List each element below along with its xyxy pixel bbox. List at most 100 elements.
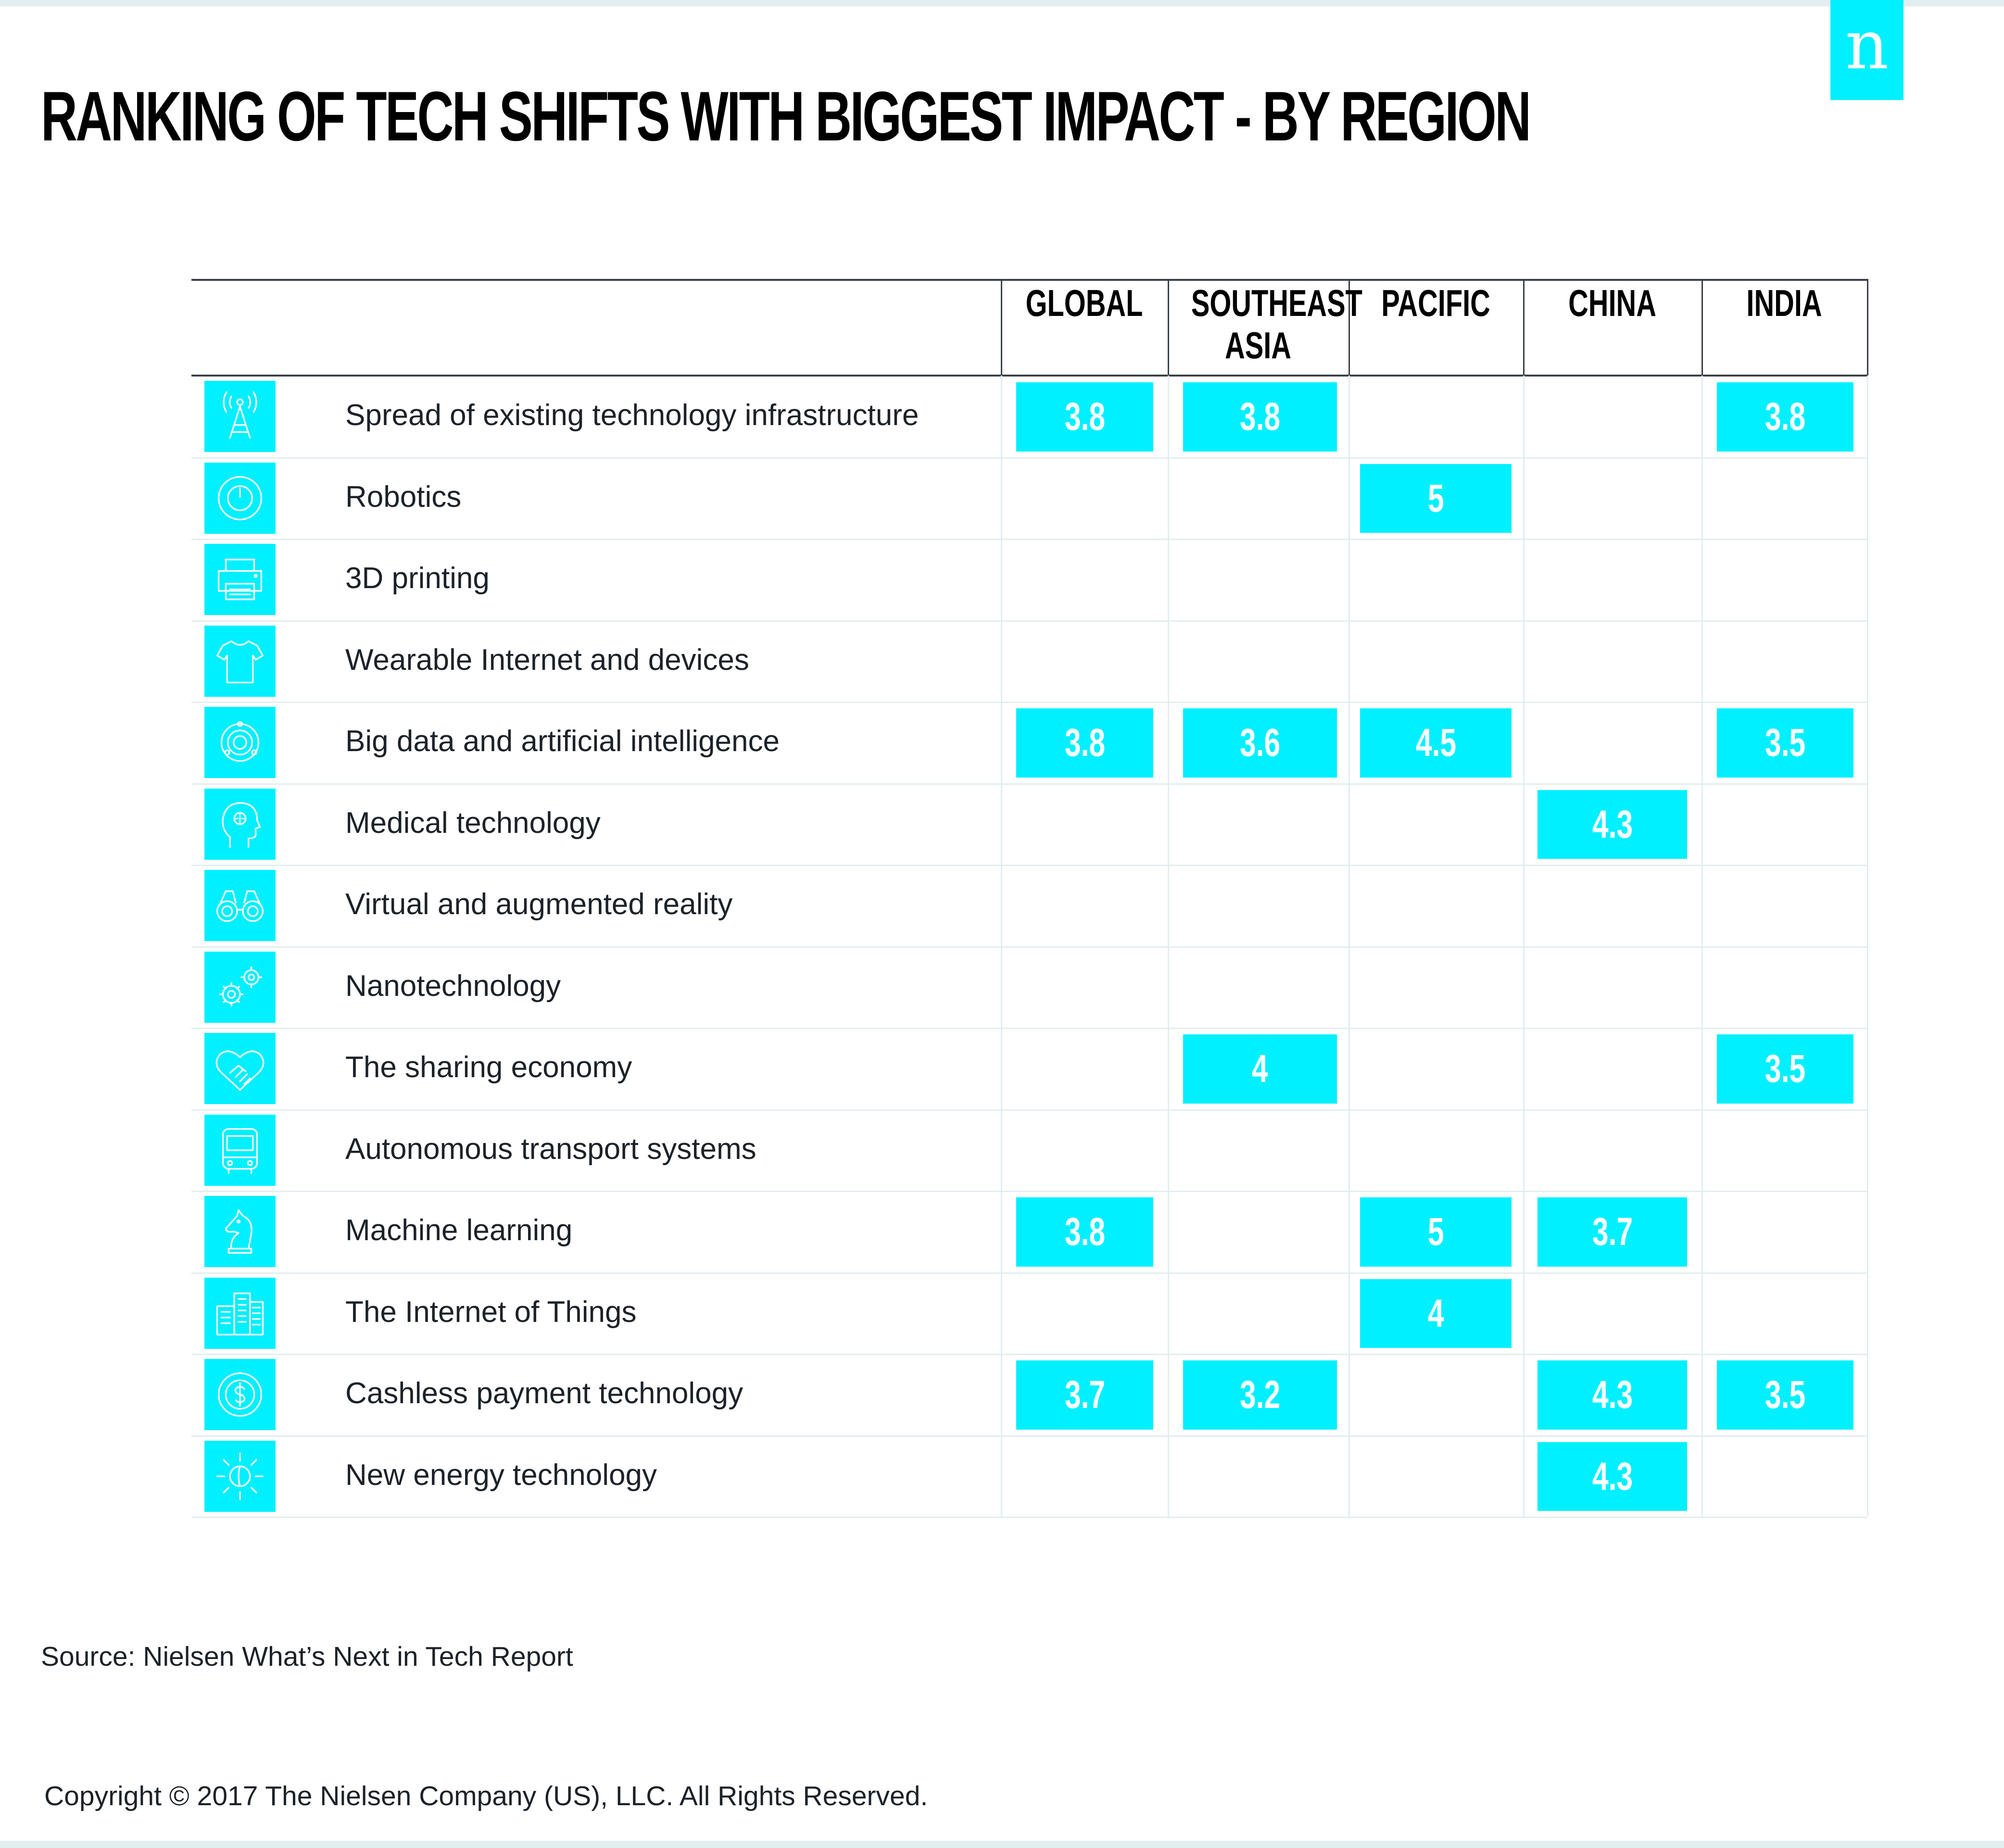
- column-header: PACIFIC: [1381, 282, 1490, 324]
- column-divider: [1349, 376, 1350, 1517]
- score-cell: 3.8: [1717, 382, 1853, 452]
- gears-icon: [204, 951, 276, 1023]
- score-cell: 3.2: [1183, 1360, 1337, 1430]
- power-button-icon: [204, 462, 276, 534]
- row-label: Autonomous transport systems: [345, 1132, 756, 1166]
- row-divider: [191, 1354, 1867, 1355]
- table-top-rule: [191, 279, 1867, 281]
- header-column-divider: [1001, 279, 1002, 376]
- nielsen-logo: n: [1830, 0, 1903, 100]
- row-label: 3D printing: [345, 562, 490, 595]
- score-cell: 3.5: [1717, 1034, 1853, 1104]
- score-value: 3.8: [1064, 395, 1105, 439]
- row-divider: [191, 1028, 1867, 1029]
- score-cell: 5: [1360, 1197, 1512, 1267]
- antenna-tower-icon: [204, 381, 276, 452]
- column-header: SOUTHEAST ASIA: [1191, 282, 1362, 366]
- handshake-heart-icon: [204, 1033, 276, 1104]
- column-divider: [1001, 376, 1002, 1517]
- score-cell: 4.3: [1538, 1360, 1687, 1430]
- score-value: 3.5: [1765, 721, 1806, 765]
- score-value: 4.3: [1592, 1454, 1633, 1498]
- buildings-icon: [204, 1277, 276, 1349]
- printer-icon: [204, 544, 276, 615]
- score-cell: 4.3: [1538, 790, 1687, 859]
- t-shirt-icon: [204, 625, 276, 697]
- score-value: 3.6: [1239, 721, 1281, 765]
- row-divider: [191, 1191, 1867, 1192]
- score-cell: 4: [1183, 1034, 1337, 1104]
- copyright-note: Copyright © 2017 The Nielsen Company (US…: [44, 1781, 928, 1811]
- header-column-divider: [1702, 279, 1703, 376]
- column-header: GLOBAL: [1025, 282, 1143, 324]
- score-value: 4.3: [1592, 1373, 1633, 1417]
- chart-title: RANKING OF TECH SHIFTS WITH BIGGEST IMPA…: [41, 77, 1531, 155]
- row-label: Cashless payment technology: [345, 1377, 744, 1410]
- score-value: 3.8: [1064, 1210, 1105, 1254]
- score-cell: 3.8: [1016, 382, 1153, 452]
- score-cell: 4.5: [1360, 708, 1512, 778]
- header-column-divider: [1867, 279, 1868, 376]
- score-value: 3.2: [1239, 1373, 1281, 1417]
- column-divider: [1867, 376, 1868, 1517]
- column-divider: [1523, 376, 1525, 1517]
- row-label: Big data and artificial intelligence: [345, 725, 780, 758]
- row-divider: [191, 1109, 1867, 1111]
- score-value: 3.7: [1592, 1210, 1633, 1254]
- row-divider: [191, 865, 1867, 866]
- head-profile-icon: [204, 788, 276, 860]
- column-divider: [1702, 376, 1703, 1517]
- score-value: 4.3: [1592, 802, 1633, 846]
- header-column-divider: [1349, 279, 1350, 376]
- row-label: The Internet of Things: [345, 1295, 637, 1329]
- row-divider: [191, 946, 1867, 948]
- score-cell: 3.5: [1717, 708, 1853, 778]
- column-divider: [1168, 376, 1169, 1517]
- score-cell: 3.8: [1183, 382, 1337, 452]
- bottom-accent-bar: [0, 1841, 2004, 1848]
- row-label: Medical technology: [345, 806, 601, 840]
- binoculars-icon: [204, 870, 276, 941]
- table-bottom-rule: [191, 1517, 1867, 1518]
- row-divider: [191, 1272, 1867, 1274]
- header-column-divider: [1523, 279, 1525, 376]
- row-divider: [191, 783, 1867, 785]
- score-cell: 3.7: [1538, 1197, 1687, 1267]
- score-cell: 4: [1360, 1279, 1512, 1348]
- score-value: 4: [1427, 1291, 1444, 1335]
- row-label: Robotics: [345, 480, 462, 514]
- score-value: 3.8: [1239, 395, 1281, 439]
- row-label: Spread of existing technology infrastruc…: [345, 399, 919, 432]
- score-cell: 3.6: [1183, 708, 1337, 778]
- row-label: Virtual and augmented reality: [345, 888, 733, 921]
- dollar-coin-icon: [204, 1359, 276, 1430]
- score-cell: 3.7: [1016, 1360, 1153, 1430]
- score-value: 4.5: [1415, 721, 1456, 765]
- orbit-icon: [204, 707, 276, 778]
- source-note: Source: Nielsen What’s Next in Tech Repo…: [41, 1641, 573, 1672]
- table-header-rule: [191, 375, 1867, 377]
- score-value: 3.5: [1765, 1373, 1806, 1417]
- header-column-divider: [1168, 279, 1169, 376]
- row-label: Nanotechnology: [345, 969, 561, 1003]
- score-cell: 3.5: [1717, 1360, 1853, 1430]
- row-label: Machine learning: [345, 1214, 573, 1247]
- row-label: New energy technology: [345, 1458, 657, 1492]
- score-cell: 4.3: [1538, 1442, 1687, 1511]
- score-value: 4: [1252, 1047, 1268, 1091]
- score-cell: 3.8: [1016, 708, 1153, 778]
- row-divider: [191, 1435, 1867, 1437]
- column-header: CHINA: [1568, 282, 1656, 324]
- column-header: INDIA: [1746, 282, 1822, 324]
- score-value: 5: [1427, 476, 1444, 520]
- row-divider: [191, 702, 1867, 703]
- score-value: 3.8: [1064, 721, 1105, 765]
- score-cell: 5: [1360, 464, 1512, 533]
- score-value: 3.8: [1765, 395, 1806, 439]
- row-divider: [191, 620, 1867, 622]
- row-label: The sharing economy: [345, 1051, 632, 1084]
- sun-icon: [204, 1440, 276, 1512]
- score-value: 3.5: [1765, 1047, 1806, 1091]
- score-value: 5: [1427, 1210, 1444, 1254]
